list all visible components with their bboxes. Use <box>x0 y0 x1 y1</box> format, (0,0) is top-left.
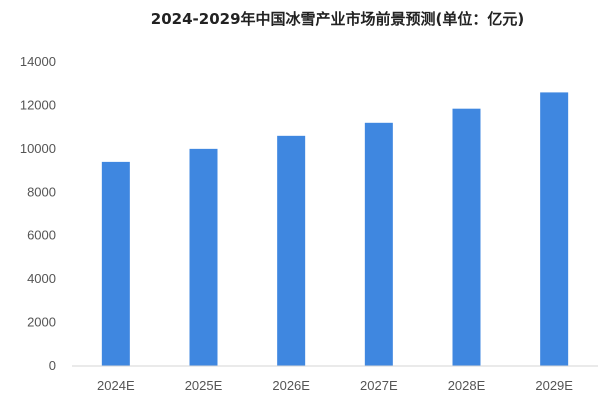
y-axis: 0 2000 4000 6000 8000 10000 12000 14000 <box>20 54 56 373</box>
chart-title: 2024-2029年中国冰雪产业市场前景预测(单位：亿元) <box>150 10 525 28</box>
bar-2027E <box>364 122 393 366</box>
bar-2028E <box>452 108 481 366</box>
y-tick-label: 6000 <box>27 228 56 243</box>
y-tick-label: 14000 <box>20 54 56 69</box>
y-tick-label: 0 <box>49 358 56 373</box>
y-tick-label: 10000 <box>20 141 56 156</box>
x-tick-label: 2028E <box>448 378 486 393</box>
y-tick-label: 4000 <box>27 271 56 286</box>
x-tick-label: 2025E <box>185 378 223 393</box>
x-tick-label: 2024E <box>97 378 135 393</box>
x-tick-label: 2029E <box>535 378 573 393</box>
bars <box>101 92 569 367</box>
y-tick-label: 8000 <box>27 184 56 199</box>
bar-2026E <box>277 135 306 366</box>
y-tick-label: 12000 <box>20 97 56 112</box>
x-axis: 2024E 2025E 2026E 2027E 2028E 2029E <box>72 365 598 393</box>
bar-2025E <box>189 148 218 366</box>
x-tick-label: 2027E <box>360 378 398 393</box>
bar-2024E <box>101 161 130 366</box>
y-tick-label: 2000 <box>27 315 56 330</box>
x-tick-label: 2026E <box>272 378 310 393</box>
bar-2029E <box>540 92 569 367</box>
